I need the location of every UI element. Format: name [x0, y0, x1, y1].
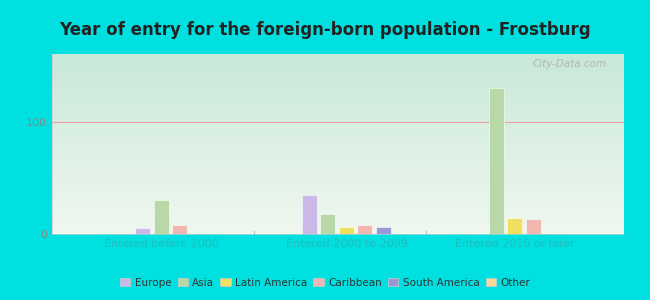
Bar [302, 195, 317, 234]
Text: City-Data.com: City-Data.com [533, 59, 607, 69]
Bar [172, 225, 187, 234]
Bar [358, 225, 372, 234]
Bar [135, 228, 150, 234]
Bar [320, 214, 335, 234]
Bar [339, 227, 354, 234]
Bar [489, 88, 504, 234]
Bar [526, 219, 541, 234]
Legend: Europe, Asia, Latin America, Caribbean, South America, Other: Europe, Asia, Latin America, Caribbean, … [116, 274, 534, 292]
Bar [376, 227, 391, 234]
Bar [507, 218, 522, 234]
Bar [154, 200, 169, 234]
Text: Year of entry for the foreign-born population - Frostburg: Year of entry for the foreign-born popul… [59, 21, 591, 39]
